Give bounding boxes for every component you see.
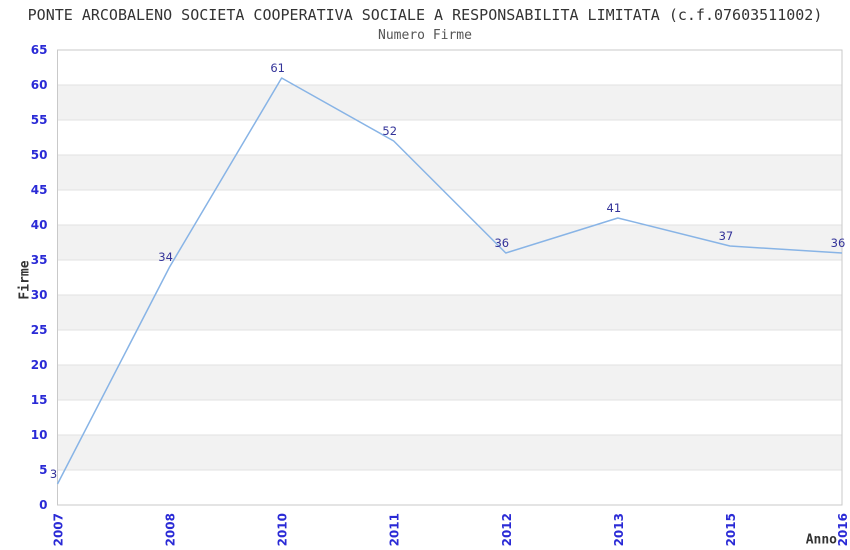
data-label: 41 — [607, 201, 622, 215]
y-tick-label: 10 — [31, 428, 48, 442]
x-tick-label: 2013 — [612, 513, 626, 546]
y-axis-labels: 0 5 10 15 20 25 30 35 40 45 50 55 60 65 — [31, 43, 48, 512]
data-label: 61 — [270, 61, 285, 75]
y-tick-label: 60 — [31, 78, 48, 92]
y-tick-label: 30 — [31, 288, 48, 302]
plot-band — [57, 295, 842, 330]
x-axis-title: Anno — [805, 532, 837, 548]
y-tick-label: 45 — [31, 183, 48, 197]
x-tick-label: 2010 — [276, 513, 290, 546]
y-tick-label: 0 — [39, 498, 47, 512]
plot-band — [57, 225, 842, 260]
y-tick-label: 5 — [39, 463, 47, 477]
y-tick-label: 50 — [31, 148, 48, 162]
plot-border — [57, 49, 843, 506]
plot-band — [57, 155, 842, 190]
y-tick-label: 35 — [31, 253, 48, 267]
x-tick-label: 2015 — [724, 513, 738, 546]
data-label: 34 — [158, 250, 173, 264]
y-tick-label: 20 — [31, 358, 48, 372]
plot-band — [57, 435, 842, 470]
chart-title: PONTE ARCOBALENO SOCIETA COOPERATIVA SOC… — [27, 6, 823, 24]
x-tick-label: 2011 — [388, 513, 402, 546]
x-tick-label: 2012 — [500, 513, 514, 546]
data-labels: 3 34 61 52 36 41 37 36 — [50, 61, 845, 481]
y-tick-label: 40 — [31, 218, 48, 232]
plot-bands — [57, 85, 842, 470]
data-label: 37 — [719, 229, 734, 243]
data-label: 36 — [494, 236, 509, 250]
plot-band — [57, 85, 842, 120]
x-tick-label: 2007 — [52, 513, 66, 546]
chart-subtitle: Numero Firme — [378, 28, 472, 43]
y-tick-label: 65 — [31, 43, 48, 57]
y-tick-label: 25 — [31, 323, 48, 337]
x-tick-label: 2008 — [164, 513, 178, 546]
y-tick-label: 15 — [31, 393, 48, 407]
plot-band — [57, 365, 842, 400]
x-axis-labels: 2007 2008 2010 2011 2012 2013 2015 2016 — [52, 513, 850, 546]
series-line — [56, 77, 843, 485]
data-label: 52 — [382, 124, 397, 138]
x-tick-label: 2016 — [836, 513, 850, 546]
y-tick-label: 55 — [31, 113, 48, 127]
data-label: 36 — [831, 236, 846, 250]
data-label: 3 — [50, 467, 57, 481]
